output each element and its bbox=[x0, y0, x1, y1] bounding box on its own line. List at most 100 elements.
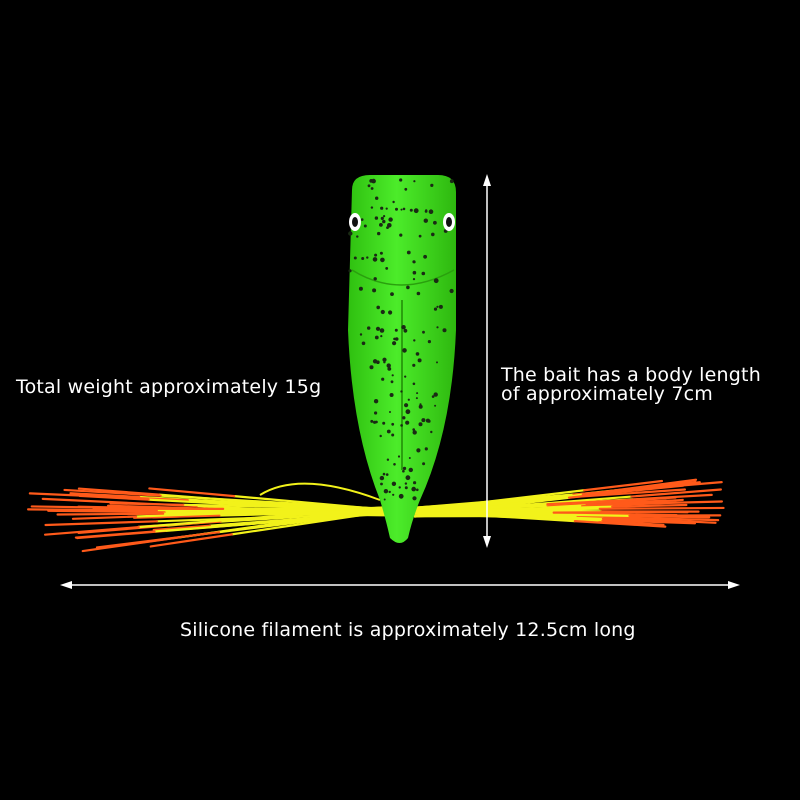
skirt-strand bbox=[580, 498, 684, 508]
speckle bbox=[400, 208, 403, 211]
skirt-strand bbox=[601, 517, 693, 524]
speckle bbox=[409, 208, 413, 212]
speckle bbox=[406, 250, 411, 255]
speckle bbox=[367, 326, 371, 330]
speckle bbox=[416, 291, 421, 296]
speckle bbox=[375, 420, 378, 424]
speckle bbox=[388, 310, 393, 315]
speckle bbox=[392, 493, 395, 496]
speckle bbox=[380, 257, 385, 263]
speckle bbox=[379, 223, 383, 227]
right-eye bbox=[443, 213, 455, 231]
speckle bbox=[358, 286, 363, 291]
speckle bbox=[394, 337, 399, 341]
speckle bbox=[421, 418, 426, 423]
speckle bbox=[366, 256, 369, 259]
speckle bbox=[421, 271, 426, 276]
speckle bbox=[422, 330, 425, 334]
speckle bbox=[412, 382, 416, 386]
speckle bbox=[422, 462, 426, 466]
speckle bbox=[361, 341, 366, 346]
speckle bbox=[402, 469, 405, 473]
speckle bbox=[370, 419, 374, 423]
speckle bbox=[348, 231, 353, 236]
speckle bbox=[413, 260, 416, 264]
speckle bbox=[383, 361, 386, 364]
speckle bbox=[417, 358, 422, 363]
speckle bbox=[370, 187, 374, 190]
speckle bbox=[413, 180, 416, 183]
speckle bbox=[403, 328, 408, 333]
speckle bbox=[393, 463, 396, 466]
speckle bbox=[412, 278, 416, 281]
speckle bbox=[427, 340, 431, 344]
speckle bbox=[382, 472, 386, 476]
speckle bbox=[424, 210, 428, 213]
speckle bbox=[373, 399, 379, 404]
speckle bbox=[418, 422, 423, 427]
skirt-strand bbox=[43, 526, 140, 536]
speckle bbox=[374, 216, 379, 220]
speckle bbox=[418, 404, 423, 409]
skirt-strand bbox=[149, 533, 233, 548]
speckle bbox=[377, 231, 381, 236]
skirt-strand bbox=[148, 487, 236, 498]
speckle bbox=[408, 457, 411, 459]
speckle bbox=[374, 335, 379, 340]
speckle bbox=[424, 447, 428, 451]
speckle bbox=[382, 421, 386, 425]
speckle bbox=[431, 395, 435, 398]
speckle bbox=[387, 367, 392, 371]
body-length-line-2: of approximately 7cm bbox=[501, 383, 713, 405]
skirt-strand bbox=[162, 510, 387, 515]
speckle bbox=[385, 473, 389, 476]
skirt-strand bbox=[628, 514, 711, 519]
speckle bbox=[389, 393, 394, 397]
speckle bbox=[400, 390, 403, 393]
speckle bbox=[371, 178, 376, 184]
speckle bbox=[394, 328, 398, 332]
speckle bbox=[428, 209, 434, 214]
skirt-strand bbox=[63, 488, 162, 497]
speckle bbox=[398, 486, 401, 489]
speckle bbox=[412, 430, 417, 435]
speckle bbox=[402, 348, 407, 353]
speckle bbox=[359, 333, 363, 336]
speckle bbox=[369, 365, 374, 370]
speckle bbox=[372, 257, 378, 262]
speckle bbox=[395, 207, 398, 211]
left-eye bbox=[349, 213, 361, 231]
speckle bbox=[380, 335, 383, 338]
speckle bbox=[399, 233, 403, 237]
filament-length-annotation: Silicone filament is approximately 12.5c… bbox=[180, 619, 636, 641]
speckle bbox=[385, 267, 389, 270]
skirt-strand bbox=[413, 489, 586, 512]
speckle bbox=[375, 196, 379, 200]
skirt-strand bbox=[95, 531, 221, 549]
speckle bbox=[399, 178, 403, 182]
skirt-strand bbox=[630, 488, 722, 498]
speckle bbox=[383, 215, 386, 218]
speckle bbox=[383, 489, 389, 494]
speckle bbox=[416, 392, 419, 395]
speckle bbox=[380, 309, 385, 315]
speckle bbox=[433, 278, 439, 284]
speckle bbox=[370, 206, 374, 209]
speckle bbox=[391, 481, 397, 486]
speckle bbox=[401, 325, 406, 330]
speckle bbox=[405, 475, 411, 481]
skirt-strand bbox=[74, 530, 156, 539]
skirt-strand bbox=[56, 512, 165, 516]
skirt-strand bbox=[573, 520, 667, 528]
speckle bbox=[380, 482, 383, 486]
speckle bbox=[404, 486, 408, 490]
speckle bbox=[381, 377, 385, 381]
speckle bbox=[402, 416, 406, 420]
speckle bbox=[353, 256, 357, 260]
speckle bbox=[418, 234, 422, 238]
speckle bbox=[413, 339, 416, 342]
speckle bbox=[379, 434, 382, 438]
speckle bbox=[391, 422, 395, 426]
weight-annotation: Total weight approximately 15g bbox=[16, 376, 322, 398]
